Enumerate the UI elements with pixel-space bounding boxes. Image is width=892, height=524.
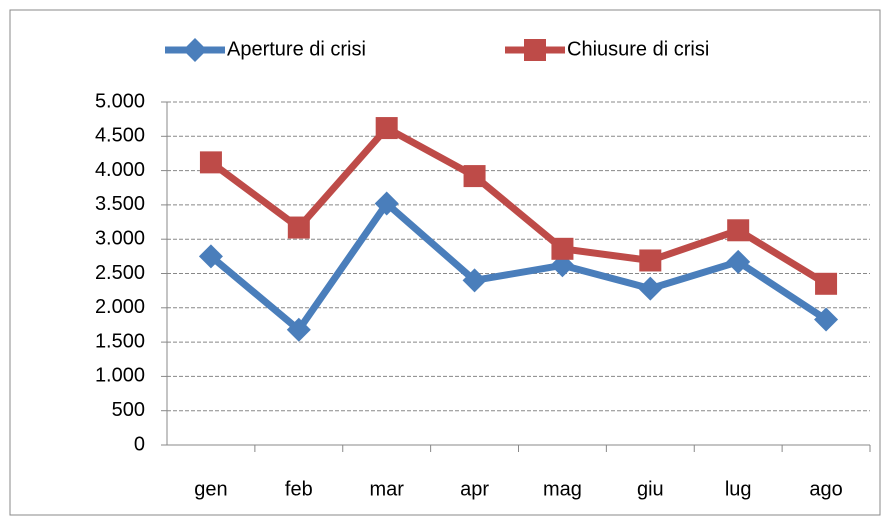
y-tick-label: 3.000: [95, 227, 145, 249]
series-line: [208, 200, 828, 334]
x-tick-label: lug: [725, 478, 752, 500]
data-point: [463, 165, 486, 188]
data-point: [727, 219, 750, 242]
data-point: [638, 276, 663, 301]
data-point: [375, 117, 398, 140]
x-tick-label: gen: [194, 478, 227, 500]
y-tick-label: 1.000: [95, 365, 145, 387]
x-tick-label: apr: [460, 478, 489, 500]
data-point: [726, 249, 751, 274]
data-point: [374, 191, 399, 216]
data-point: [462, 268, 487, 293]
legend-marker: [524, 39, 546, 61]
y-tick-label: 4.000: [95, 159, 145, 181]
x-tick-label: mar: [369, 478, 404, 500]
legend-label: Chiusure di crisi: [567, 38, 709, 60]
x-tick-label: ago: [809, 478, 842, 500]
y-tick-label: 500: [112, 399, 145, 421]
legend-label: Aperture di crisi: [227, 38, 366, 60]
data-point: [814, 307, 839, 332]
data-point: [198, 244, 223, 269]
data-point: [551, 237, 574, 260]
x-tick-label: feb: [285, 478, 313, 500]
data-point: [199, 151, 222, 174]
data-point: [286, 317, 311, 342]
x-tick-label: mag: [543, 478, 582, 500]
y-tick-label: 3.500: [95, 193, 145, 215]
series-line: [208, 124, 828, 287]
legend-marker: [183, 38, 207, 62]
data-point: [639, 249, 662, 272]
data-point: [815, 272, 838, 295]
y-tick-label: 4.500: [95, 125, 145, 147]
y-tick-label: 1.500: [95, 330, 145, 352]
y-tick-label: 0: [134, 433, 145, 455]
y-tick-label: 2.000: [95, 296, 145, 318]
data-point: [287, 216, 310, 239]
y-tick-label: 5.000: [95, 90, 145, 112]
x-tick-label: giu: [637, 478, 664, 500]
y-tick-label: 2.500: [95, 262, 145, 284]
